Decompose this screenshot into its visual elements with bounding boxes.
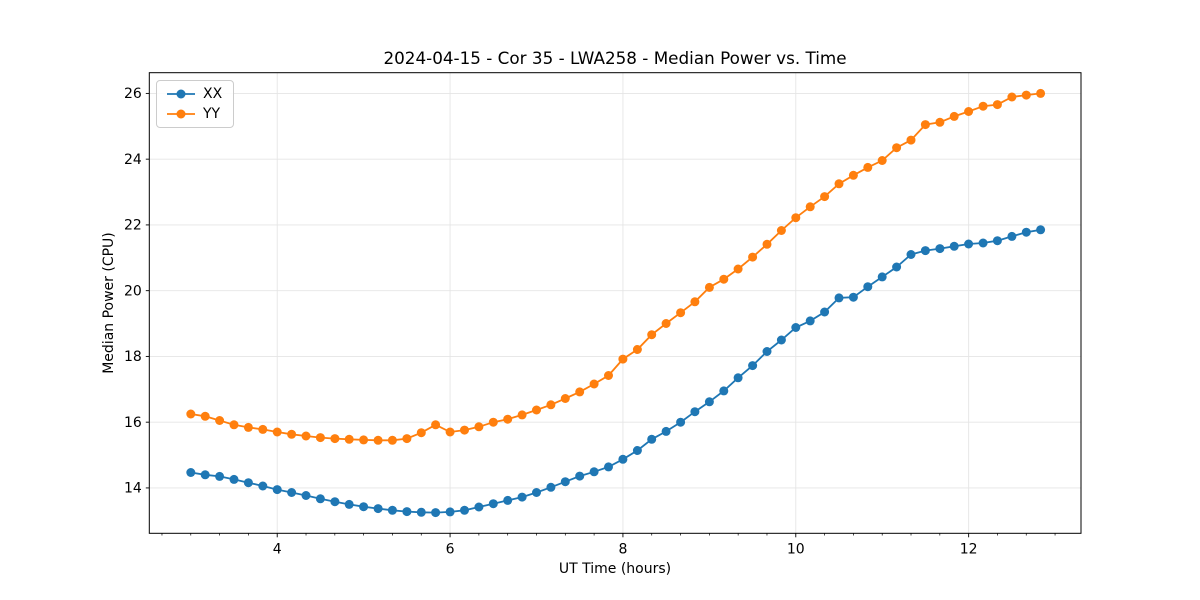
legend-label-xx: XX — [203, 86, 223, 102]
y-tick-label: 20 — [124, 283, 142, 299]
legend: XX YY — [156, 80, 235, 128]
x-tick-label: 8 — [618, 541, 627, 557]
series-yy-line — [190, 92, 1041, 442]
series-xx-line — [190, 228, 1041, 514]
x-tick-label: 10 — [787, 541, 805, 557]
y-tick-label: 26 — [124, 86, 142, 102]
x-axis-label: UT Time (hours) — [558, 561, 672, 577]
series-xx-markers — [186, 225, 1046, 518]
x-tick-label: 6 — [446, 541, 455, 557]
legend-label-yy: YY — [203, 106, 221, 122]
y-tick-label: 24 — [124, 152, 142, 168]
legend-item-xx: XX — [166, 86, 222, 102]
legend-item-yy: YY — [166, 106, 222, 122]
y-tick-label: 14 — [124, 481, 142, 497]
y-axis-ticks: 14 16 18 20 22 24 26 — [124, 86, 150, 497]
legend-swatch-xx-icon — [167, 89, 195, 99]
x-tick-label: 12 — [960, 541, 978, 557]
plot-frame — [148, 72, 1082, 534]
y-tick-label: 16 — [124, 415, 142, 431]
x-axis-ticks: 4 6 8 10 12 — [273, 533, 978, 557]
gridlines — [149, 72, 1081, 534]
x-tick-label: 4 — [273, 541, 282, 557]
chart-title: 2024-04-15 - Cor 35 - LWA258 - Median Po… — [383, 48, 847, 68]
y-tick-label: 22 — [124, 218, 142, 234]
y-axis-label-text: Median Power (CPU) — [101, 232, 117, 374]
y-tick-label: 18 — [124, 349, 142, 365]
legend-swatch-yy-icon — [167, 109, 195, 119]
series-yy-markers — [186, 88, 1046, 445]
